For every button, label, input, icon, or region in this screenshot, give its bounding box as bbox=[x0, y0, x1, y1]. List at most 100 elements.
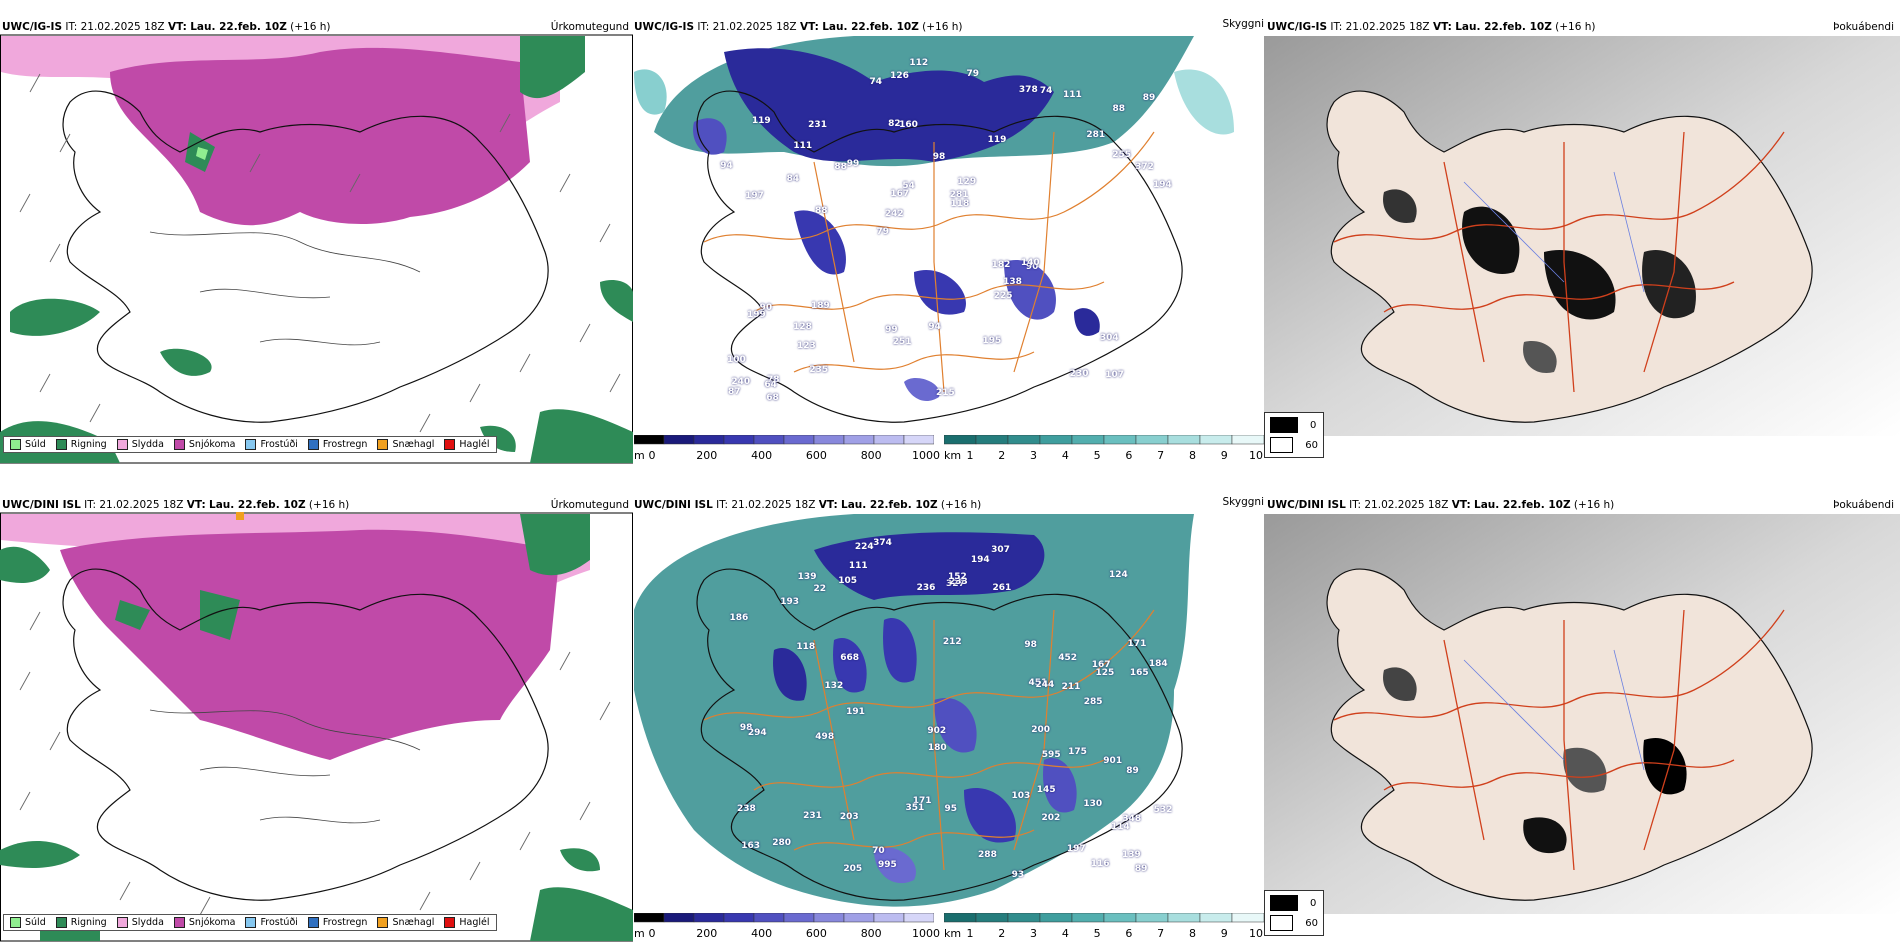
colorbar-tick: 10 bbox=[1249, 927, 1263, 940]
fog-legend-row: 0 bbox=[1270, 895, 1318, 911]
fog-map bbox=[1264, 36, 1900, 436]
cloud-base-label: 348 bbox=[1122, 814, 1142, 825]
cloud-base-label: 211 bbox=[1061, 681, 1081, 692]
precip-type-title: Úrkomutegund bbox=[550, 21, 629, 33]
cloud-base-label: 152 bbox=[948, 572, 967, 583]
colorbar-tick: 400 bbox=[751, 927, 773, 940]
cloud-base-label: 68 bbox=[766, 392, 779, 403]
cloud-vis-panel-2: UWC/DINI ISL IT: 21.02.2025 18Z VT: Lau.… bbox=[634, 490, 1264, 942]
colorbar-tick: 1000 bbox=[912, 927, 940, 940]
colorbar-segment bbox=[663, 434, 695, 445]
cloud-base-label: 98 bbox=[1024, 639, 1037, 650]
legend-item: Frostúði bbox=[245, 439, 298, 450]
visibility-colorbar: km 1 2 3 4 5 6 7 8 9 10 bbox=[943, 434, 1264, 463]
precip-legend: Súld Rigning Slydda Snjókoma Frostúði Fr… bbox=[3, 914, 497, 931]
cloud-base-label: 114 bbox=[1110, 821, 1130, 832]
cloud-base-label: 184 bbox=[1148, 659, 1168, 669]
cloud-base-label: 251 bbox=[892, 336, 912, 347]
colorbar-segment bbox=[1071, 912, 1105, 923]
cloud-base-label: 89 bbox=[1142, 92, 1156, 103]
cloud-base-label: 175 bbox=[1068, 746, 1087, 757]
colorbar-tick: 0 bbox=[648, 927, 656, 940]
visibility-colorbar: km 1 2 3 4 5 6 7 8 9 10 bbox=[943, 912, 1264, 941]
legend-item: Rigning bbox=[55, 439, 107, 450]
colorbar-segment bbox=[873, 912, 905, 923]
panel-title: UWC/IG-IS IT: 21.02.2025 18Z VT: Lau. 22… bbox=[1267, 21, 1596, 33]
cloud-base-label: 105 bbox=[838, 576, 858, 587]
cloud-base-label: 139 bbox=[1122, 850, 1141, 861]
cloud-base-label: 197 bbox=[1066, 844, 1086, 855]
cloud-base-label: 167 bbox=[1091, 659, 1111, 670]
cloud-base-label: 125 bbox=[1095, 667, 1115, 678]
cloud-base-label: 195 bbox=[982, 335, 1002, 346]
visibility-title: Skyggni bbox=[1222, 18, 1265, 30]
cloud-base-label: 167 bbox=[890, 189, 910, 200]
cloud-base-label: 238 bbox=[737, 804, 756, 815]
cloud-base-label: 116 bbox=[1090, 859, 1110, 870]
colorbar-segment bbox=[1103, 912, 1137, 923]
cloud-base-label: 90 bbox=[1025, 261, 1039, 272]
cloud-base-label: 261 bbox=[992, 582, 1012, 593]
colorbar-segment bbox=[943, 434, 977, 445]
cloud-base-label: 205 bbox=[843, 864, 863, 875]
cloud-base-label: 82 bbox=[888, 119, 901, 130]
cloud-base-label: 111 bbox=[1063, 89, 1082, 100]
vis-bar-swatches bbox=[943, 434, 1264, 445]
colorbar-tick: 2 bbox=[998, 927, 1006, 940]
cloud-base-label: 240 bbox=[731, 376, 751, 387]
colorbar-segment bbox=[783, 434, 815, 445]
legend-item: Frostregn bbox=[307, 439, 367, 450]
cloud-base-label: 145 bbox=[1036, 785, 1056, 796]
legend-item: Snæhagl bbox=[377, 439, 434, 450]
panel-title: UWC/DINI ISL IT: 21.02.2025 18Z VT: Lau.… bbox=[1267, 499, 1615, 511]
cloud-base-label: 374 bbox=[873, 538, 892, 549]
legend-item: Rigning bbox=[55, 917, 107, 928]
cloud-base-label: 191 bbox=[846, 706, 865, 717]
colorbar-segment bbox=[1199, 434, 1233, 445]
cloud-base-label: 197 bbox=[745, 191, 764, 202]
cloud-base-label: 74 bbox=[869, 77, 883, 88]
legend-item: Slydda bbox=[116, 917, 164, 928]
cloud-base-label: 89 bbox=[1134, 863, 1148, 874]
cloud-base-label: 193 bbox=[780, 597, 800, 608]
precip-type-title: Úrkomutegund bbox=[550, 499, 629, 511]
cloud-base-label: 194 bbox=[1152, 180, 1172, 191]
colorbar-segment bbox=[663, 912, 695, 923]
cloud-base-label: 280 bbox=[772, 838, 792, 849]
cloud-base-label: 189 bbox=[810, 300, 830, 311]
cloud-base-label: 95 bbox=[944, 803, 958, 814]
colorbar-segment bbox=[1231, 434, 1264, 445]
cloud-base-label: 103 bbox=[1011, 790, 1031, 801]
cloud-base-label: 372 bbox=[1135, 162, 1154, 173]
cloud-base-label: 88 bbox=[815, 206, 828, 217]
swatch-snaehagl bbox=[377, 917, 389, 928]
swatch-frostudi bbox=[245, 917, 257, 928]
colorbar-tick: 1 bbox=[966, 449, 974, 462]
fog-panel-2: UWC/DINI ISL IT: 21.02.2025 18Z VT: Lau.… bbox=[1264, 490, 1900, 942]
swatch-snjokoma bbox=[173, 439, 185, 450]
cloud-base-label: 139 bbox=[797, 571, 817, 582]
swatch-slydda bbox=[116, 917, 128, 928]
colorbar-tick: 4 bbox=[1061, 927, 1069, 940]
fog-swatch-white bbox=[1270, 437, 1294, 453]
vis-bar-swatches bbox=[943, 912, 1264, 923]
cloud-base-label: 171 bbox=[912, 796, 932, 807]
vis-bar-unit: km bbox=[944, 927, 962, 940]
cloud-base-label: 119 bbox=[987, 135, 1007, 146]
cloud-base-label: 180 bbox=[927, 742, 947, 753]
colorbar-tick: 4 bbox=[1061, 449, 1069, 462]
fog-legend: 0 60 bbox=[1264, 890, 1324, 936]
swatch-sudl bbox=[10, 917, 21, 928]
colorbar-tick: 8 bbox=[1188, 449, 1196, 462]
cloud-base-label: 182 bbox=[991, 259, 1011, 270]
cloud-base-label: 129 bbox=[957, 176, 977, 187]
cloud-base-label: 98 bbox=[932, 152, 946, 163]
colorbar-segment bbox=[693, 434, 725, 445]
cloud-base-label: 378 bbox=[1018, 84, 1038, 95]
cloud-base-label: 22 bbox=[813, 583, 826, 594]
cloud-base-label: 203 bbox=[839, 812, 859, 823]
panel-title: UWC/IG-IS IT: 21.02.2025 18Z VT: Lau. 22… bbox=[634, 21, 963, 33]
colorbar-segment bbox=[634, 912, 665, 923]
legend-item: Slydda bbox=[116, 439, 164, 450]
cloud-base-label: 235 bbox=[809, 365, 829, 376]
